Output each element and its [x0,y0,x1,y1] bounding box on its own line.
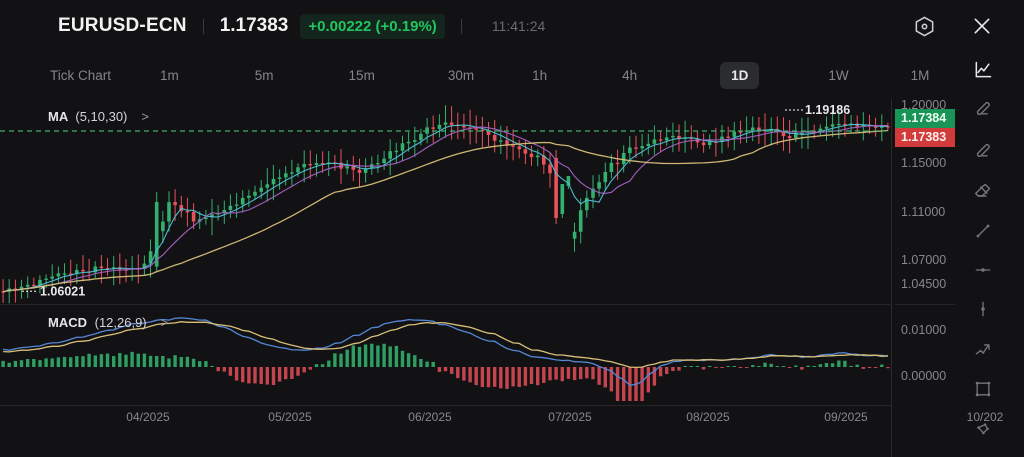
svg-text:1.19186: 1.19186 [805,103,850,117]
svg-text:1.06021: 1.06021 [40,284,85,298]
